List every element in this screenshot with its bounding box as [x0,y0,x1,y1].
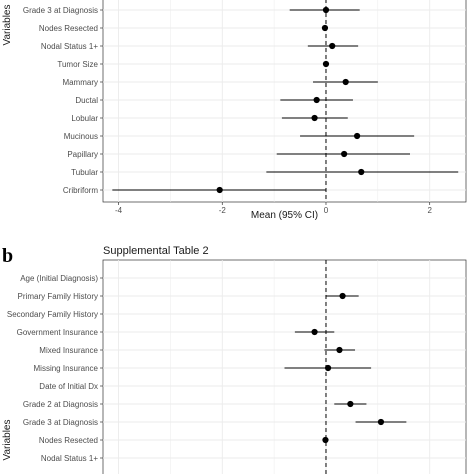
x-tick-label: -2 [219,206,227,215]
mean-point [358,168,365,176]
x-axis-title: Mean (95% CI) [251,210,318,221]
mean-point [377,418,385,426]
y-tick-label: Nodal Status 1+ [41,42,98,51]
y-tick-label: Tumor Size [57,60,98,69]
y-tick-label: Primary Family History [18,292,98,301]
mean-point [216,186,223,194]
mean-point [324,364,332,372]
y-tick-label: Nodes Resected [39,436,98,445]
y-tick-label: Grade 3 at Diagnosis [23,6,98,15]
mean-point [336,346,343,354]
y-tick-label: Age (Initial Diagnosis) [20,274,98,283]
mean-point [342,78,349,86]
mean-point [339,292,346,300]
y-tick-label: Nodal Status 1+ [41,454,98,463]
mean-point [311,328,318,336]
mean-point [313,96,320,104]
y-tick-label: Papillary [67,150,98,159]
mean-point [311,114,318,122]
mean-point [329,42,336,50]
y-tick-label: Missing Insurance [34,364,99,373]
y-tick-label: Mucinous [64,132,98,141]
chart-title: Supplemental Table 2 [103,245,209,257]
y-axis-title: Variables [2,5,13,46]
y-tick-label: Date of Initial Dx [39,382,98,391]
y-tick-label: Government Insurance [17,328,99,337]
y-tick-label: Secondary Family History [7,310,98,319]
y-tick-label: Grade 2 at Diagnosis [23,400,98,409]
plot-panel [102,259,467,474]
mean-point [322,436,329,444]
y-axis-title: Variables [2,420,13,461]
y-tick-label: Cribriform [63,186,98,195]
y-tick-label: Mixed Insurance [39,346,98,355]
y-tick-label: Lobular [71,114,98,123]
panel-letter-b: b [2,245,13,267]
mean-point [347,400,354,408]
y-tick-label: Mammary [62,78,98,87]
y-tick-label: Ductal [75,96,98,105]
mean-point [354,132,361,140]
x-tick-label: -4 [115,206,123,215]
mean-point [322,60,330,68]
y-tick-label: Tubular [71,168,98,177]
y-tick-label: Nodes Resected [39,24,98,33]
plot-panel [102,0,467,203]
x-tick-label: 2 [427,206,432,215]
y-tick-label: Grade 3 at Diagnosis [23,418,98,427]
mean-point [321,24,329,32]
mean-point [322,6,330,14]
x-tick-label: 0 [324,206,329,215]
mean-point [341,150,348,158]
